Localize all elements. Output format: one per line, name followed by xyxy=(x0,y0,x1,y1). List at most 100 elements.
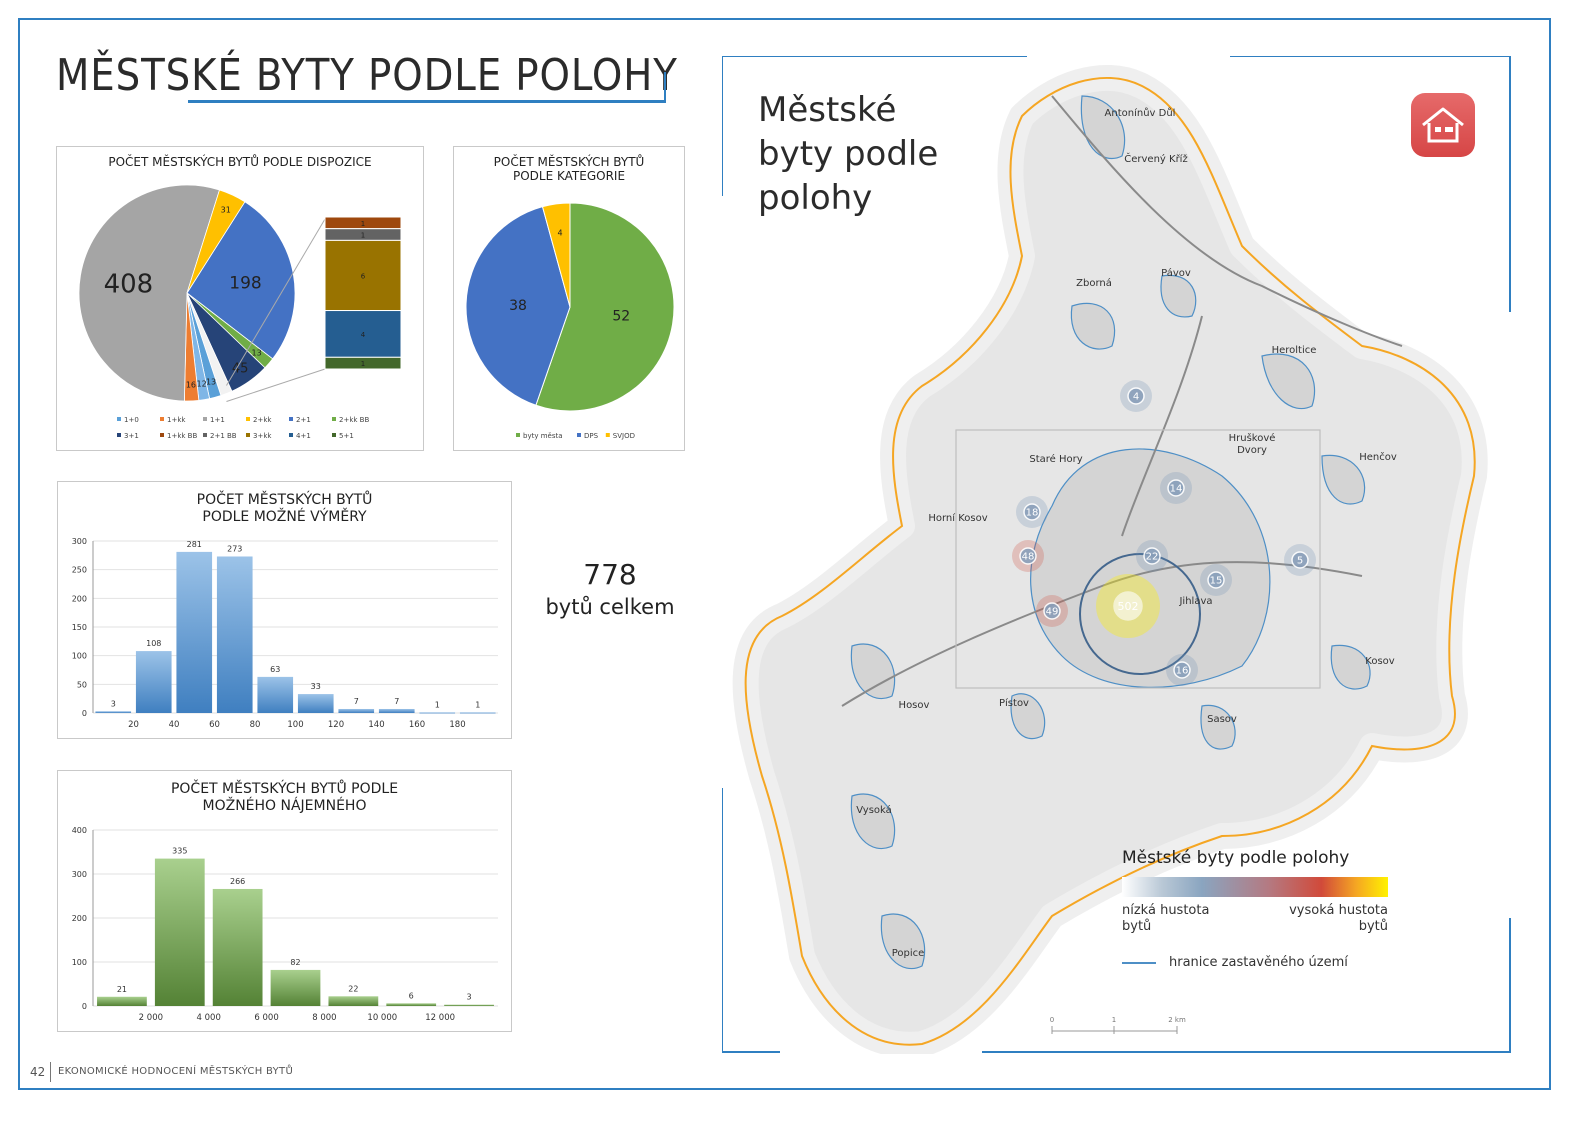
bar-data-label: 21 xyxy=(117,985,127,994)
cluster-marker xyxy=(1291,551,1309,569)
pie-slice xyxy=(186,201,296,360)
density-clusters: 502 49 48 22 18 16 15 14 5 4 xyxy=(1012,380,1316,686)
legend-entry: 5+1 xyxy=(339,432,354,440)
cluster-marker xyxy=(1167,479,1185,497)
pie-data-label: 12 xyxy=(197,379,207,388)
pie-slice xyxy=(186,189,246,294)
map-title: Městské byty podle polohy xyxy=(758,90,939,218)
pie-data-label: 198 xyxy=(229,274,261,294)
legend-title: Městské byty podle polohy xyxy=(1122,848,1350,868)
place-label: Hruškové Dvory xyxy=(1229,432,1276,456)
legend-swatch xyxy=(577,433,581,437)
cluster-marker xyxy=(1127,387,1145,405)
chart-panel-kategorie: POČET MĚSTSKÝCH BYTŮ PODLE KATEGORIE 52 3… xyxy=(453,146,685,451)
bar-data-label: 33 xyxy=(311,682,321,691)
place-label: Pávov xyxy=(1161,267,1191,279)
legend-swatch xyxy=(160,433,164,437)
bar-data-label: 1 xyxy=(435,700,440,709)
scale-bar xyxy=(1051,1026,1178,1034)
place-label: Antonínův Důl xyxy=(1105,107,1176,119)
x-tick-label: 4 000 xyxy=(197,1013,221,1023)
legend-low-label: nízká hustota bytů xyxy=(1122,903,1210,934)
footer-text: EKONOMICKÉ HODNOCENÍ MĚSTSKÝCH BYTŮ xyxy=(58,1066,294,1077)
place-label: Vysoká xyxy=(856,804,892,816)
place-label: Červený Kříž xyxy=(1124,152,1187,165)
bar xyxy=(459,712,496,714)
bar xyxy=(216,556,253,713)
density-gradient xyxy=(1122,877,1388,897)
pie-data-label: 31 xyxy=(221,206,231,215)
bar-data-label: 335 xyxy=(172,847,187,856)
x-tick-label: 40 xyxy=(169,720,180,730)
page-number: 42 xyxy=(30,1065,46,1079)
breakout-segment xyxy=(324,356,402,370)
pie-data-label: 408 xyxy=(104,269,154,299)
pie-data-label: 16 xyxy=(186,381,196,390)
total-value: 778 xyxy=(583,558,637,591)
bar-data-label: 281 xyxy=(187,540,202,549)
bar-data-label: 108 xyxy=(146,639,161,648)
x-tick-label: 120 xyxy=(328,720,344,730)
road-network xyxy=(841,95,1403,707)
bar xyxy=(212,888,263,1006)
breakout-data-label: 6 xyxy=(361,272,366,280)
legend-swatch xyxy=(289,417,293,421)
city-inset-box xyxy=(955,429,1321,689)
cluster-marker xyxy=(1043,602,1061,620)
y-tick-label: 50 xyxy=(77,680,87,689)
scale-label: 2 km xyxy=(1168,1016,1186,1024)
legend-entry: 1+kk BB xyxy=(167,432,197,440)
x-tick-label: 2 000 xyxy=(139,1013,163,1023)
cluster-marker xyxy=(1113,591,1143,621)
cluster-label: 4 xyxy=(1133,392,1139,403)
bar-data-label: 6 xyxy=(409,991,414,1000)
bar xyxy=(378,708,415,713)
place-label: Zborná xyxy=(1076,277,1112,289)
y-tick-label: 300 xyxy=(72,870,87,879)
pie-data-label: 38 xyxy=(509,298,527,314)
cluster-label: 16 xyxy=(1176,666,1189,677)
x-tick-label: 140 xyxy=(368,720,384,730)
place-label: Heroltice xyxy=(1272,345,1317,356)
pie-data-label: 52 xyxy=(612,309,630,325)
breakout-data-label: 1 xyxy=(361,360,365,368)
place-label: Pístov xyxy=(999,697,1029,709)
cluster-marker xyxy=(1143,547,1161,565)
bar xyxy=(135,651,172,713)
legend-entry: byty města xyxy=(523,432,563,440)
bar xyxy=(444,1004,494,1006)
breakout-segment xyxy=(324,310,402,358)
page-title: MĚSTSKÉ BYTY PODLE POLOHY xyxy=(56,50,678,101)
breakout-segment xyxy=(324,239,402,312)
x-tick-label: 160 xyxy=(409,720,425,730)
chart-title-vymera: POČET MĚSTSKÝCH BYTŮ PODLE MOŽNÉ VÝMĚRY xyxy=(196,492,373,525)
bar-data-label: 1 xyxy=(475,700,480,709)
chart-panel-najemne: POČET MĚSTSKÝCH BYTŮ PODLE MOŽNÉHO NÁJEM… xyxy=(57,770,512,1032)
place-label: Kosov xyxy=(1365,656,1395,667)
chart-title-najemne: POČET MĚSTSKÝCH BYTŮ PODLE MOŽNÉHO NÁJEM… xyxy=(170,781,399,814)
page-frame xyxy=(18,18,1551,1090)
legend-swatch xyxy=(289,433,293,437)
legend-entry: 3+kk xyxy=(253,432,272,440)
place-label: Staré Hory xyxy=(1029,453,1082,465)
place-label: Henčov xyxy=(1359,451,1397,463)
place-label: Hosov xyxy=(899,700,930,711)
pie-chart-kategorie: 52 38 4 byty města DPS SVJOD xyxy=(465,202,675,440)
bar xyxy=(270,969,321,1006)
bar-data-label: 7 xyxy=(354,697,359,706)
x-tick-label: 10 000 xyxy=(367,1013,397,1023)
legend-line-swatch xyxy=(1122,962,1156,964)
cluster-marker xyxy=(1207,571,1225,589)
cluster-marker xyxy=(1019,547,1037,565)
municipal-boundary xyxy=(744,77,1476,1046)
bar xyxy=(95,711,132,713)
bar-data-label: 63 xyxy=(270,665,280,674)
bar-data-label: 3 xyxy=(467,993,472,1002)
legend-swatch xyxy=(332,433,336,437)
legend-swatch xyxy=(117,433,121,437)
bar-data-label: 266 xyxy=(230,877,245,886)
breakout-data-label: 1 xyxy=(361,232,365,240)
map: 502 49 48 22 18 16 15 14 5 4 Antonínův Důl Červený… xyxy=(722,56,1511,1054)
legend-swatch xyxy=(203,433,207,437)
